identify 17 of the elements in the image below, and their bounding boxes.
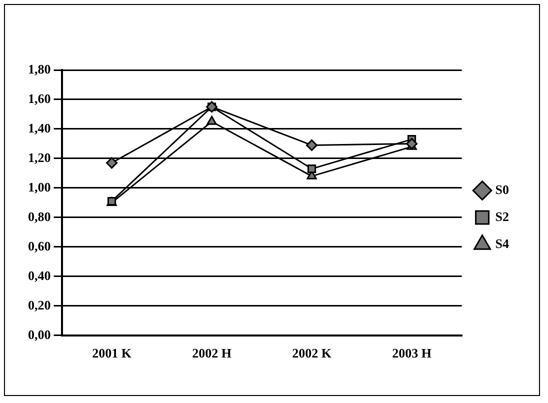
y-tick-label: 0,60 (28, 238, 51, 254)
x-tick-label: 2002 H (192, 346, 232, 361)
y-tick-label: 0,40 (28, 268, 51, 283)
legend-label: S4 (495, 236, 510, 251)
legend-label: S0 (495, 182, 510, 197)
x-tick-label: 2001 K (92, 346, 132, 361)
y-tick-label: 0,00 (28, 326, 51, 342)
y-tick-label: 1,00 (28, 179, 51, 194)
y-tick-label: 1,20 (28, 150, 51, 165)
y-tick-label: 1,40 (28, 120, 51, 136)
x-tick-label: 2002 K (292, 346, 332, 361)
y-tick-label: 0,80 (28, 208, 51, 224)
y-tick-label: 1,60 (28, 90, 51, 106)
y-tick-label: 1,80 (28, 61, 51, 76)
legend-label: S2 (495, 208, 510, 224)
y-tick-label: 0,20 (28, 297, 51, 312)
x-tick-label: 2003 H (392, 346, 432, 361)
